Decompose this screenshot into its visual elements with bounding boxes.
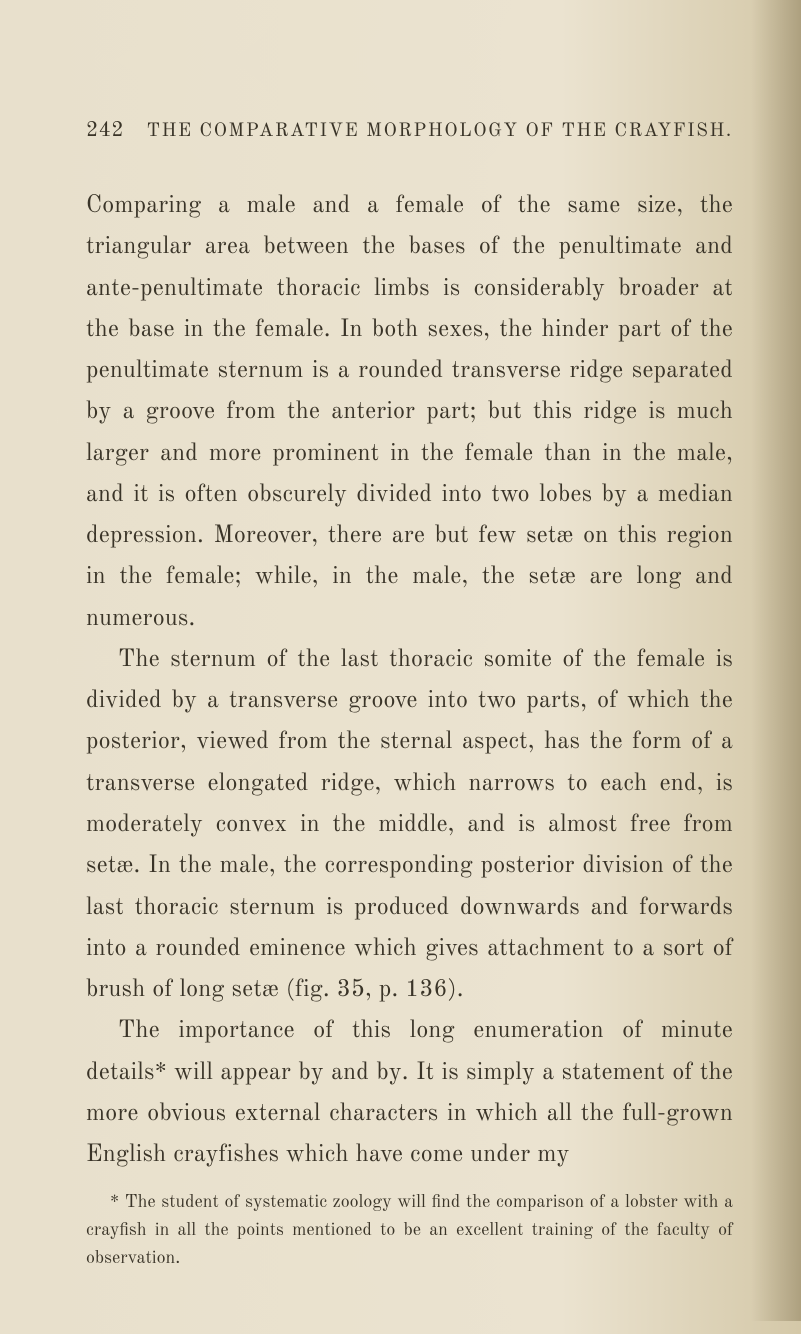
body-text: Comparing a male and a female of the sam… [86,186,733,1176]
page-header: 242 THE COMPARATIVE MORPHOLOGY OF THE CR… [86,118,733,144]
paragraph-3: The importance of this long enumeration … [86,1011,733,1176]
page-content: 242 THE COMPARATIVE MORPHOLOGY OF THE CR… [0,0,801,1334]
header-title: THE COMPARATIVE MORPHOLOGY OF THE CRAYFI… [146,122,732,141]
page-number: 242 [86,120,124,141]
paragraph-2: The sternum of the last thoracic somite … [86,640,733,1011]
paragraph-1: Comparing a male and a female of the sam… [86,186,733,640]
page-edge-shadow [751,0,801,1321]
footnote: * The student of systematic zoology will… [86,1190,733,1274]
